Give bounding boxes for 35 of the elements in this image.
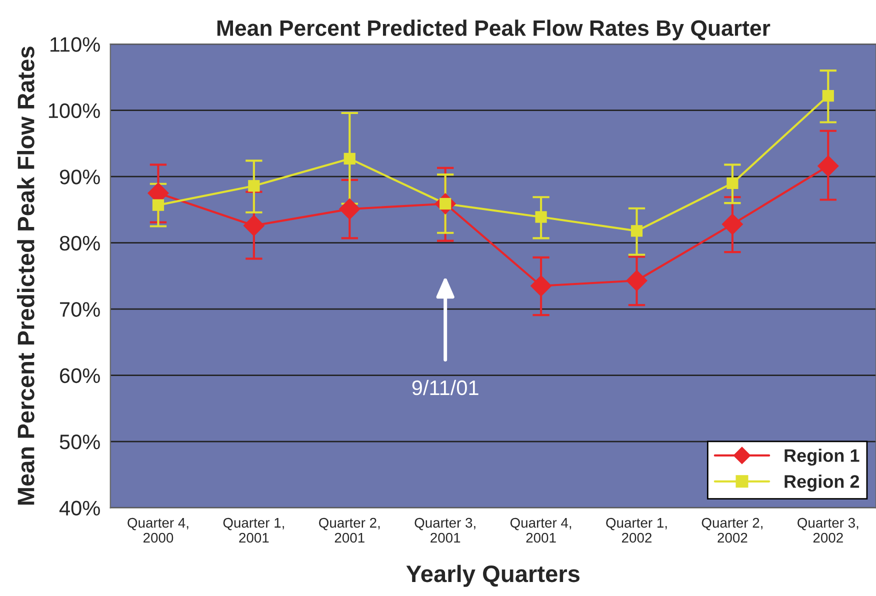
point [344,152,356,165]
y-tick-label: 40% [59,500,100,516]
point [722,214,744,236]
x-tick-label: Quarter 4, 2001 [510,518,572,543]
point [822,90,834,102]
y-tick-label: 70% [60,302,100,317]
point [243,214,265,236]
chart-title: Mean Percent Predicted Peak Flow Rates By Quarter [217,20,770,40]
legend-label: Region 2 [784,474,860,492]
x-tick-label: Quarter 2, 2001 [319,518,380,543]
x-tick-label: Quarter 3, 2001 [414,518,476,543]
y-tick-label: 90% [60,170,100,184]
y-tick-label: 60% [60,368,100,384]
point [626,270,648,292]
legend-label: Region 1 [784,448,860,466]
y-tick-label: 50% [60,434,100,450]
point [152,199,164,211]
point [535,211,547,223]
point [817,155,839,177]
x-axis-title: Yearly Quarters [406,564,580,587]
x-tick-label: Quarter 4, 2000 [128,518,188,543]
x-tick-label: Quarter 1, 2001 [223,518,284,543]
x-tick-label: Quarter 3, 2002 [798,518,858,543]
y-axis-title: Mean Percent Predicted Peak Flow Rates [17,46,34,505]
point [630,225,643,237]
x-tick-label: Quarter 1, 2002 [606,518,667,543]
point [726,177,738,190]
point [248,180,260,192]
annotation: 9/11/01 [412,380,478,396]
y-tick-label: 100% [48,103,100,118]
y-tick-label: 110% [50,37,100,52]
point [338,198,360,220]
point [530,275,552,297]
y-tick-label: 80% [60,236,100,251]
x-tick-label: Quarter 2, 2002 [702,518,762,543]
